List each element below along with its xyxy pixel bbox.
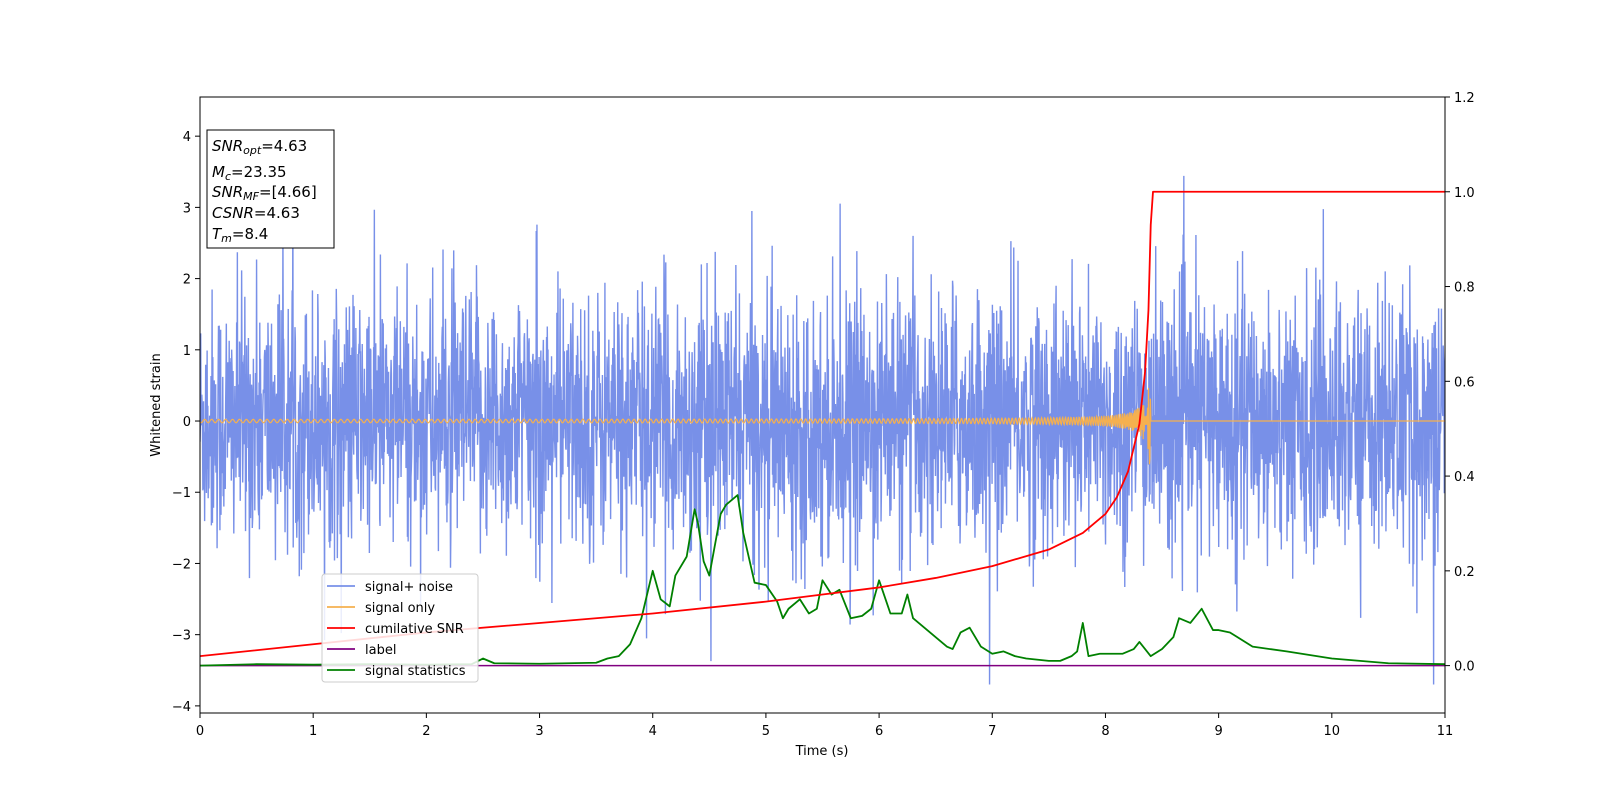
y-right-tick-label: 1.2 <box>1454 91 1475 106</box>
x-tick-label: 7 <box>988 724 996 739</box>
y-axis-label: Whitened strain <box>149 353 164 456</box>
annotation-csnr: CSNR=4.63 <box>212 204 300 222</box>
x-axis-ticks: 0 1 2 3 4 5 6 7 8 9 10 11 <box>196 713 1453 739</box>
legend-entry: cumilative SNR <box>365 622 464 637</box>
y-left-axis-ticks: −4 −3 −2 −1 0 1 2 3 4 <box>172 130 200 715</box>
legend-entry: signal only <box>365 601 435 616</box>
annotation-tm: Tm=8.4 <box>212 225 268 245</box>
plot-frame <box>199 96 1446 714</box>
y-right-tick-label: 0.8 <box>1454 281 1475 296</box>
x-tick-label: 8 <box>1101 724 1109 739</box>
signal-only-line <box>200 387 1445 465</box>
y-left-tick-label: 0 <box>183 415 191 430</box>
x-axis-label: Time (s) <box>795 744 849 759</box>
y-right-axis-ticks: 0.0 0.2 0.4 0.6 0.8 1.0 1.2 <box>1445 91 1475 675</box>
y-left-tick-label: 2 <box>183 273 191 288</box>
legend: signal+ noise signal only cumilative SNR la… <box>321 573 479 683</box>
x-tick-label: 6 <box>875 724 883 739</box>
annotation-mc: Mc=23.35 <box>212 163 287 183</box>
x-tick-label: 5 <box>762 724 770 739</box>
y-left-tick-label: −3 <box>172 629 191 644</box>
x-tick-label: 3 <box>535 724 543 739</box>
y-right-tick-label: 0.4 <box>1454 470 1475 485</box>
legend-entry: label <box>365 643 396 658</box>
y-right-tick-label: 0.6 <box>1454 375 1475 390</box>
cumulative-snr-line <box>200 190 1445 658</box>
x-tick-label: 11 <box>1437 724 1454 739</box>
x-tick-label: 1 <box>309 724 317 739</box>
y-left-tick-label: 1 <box>183 344 191 359</box>
series-signal-statistics <box>200 494 1445 667</box>
x-tick-label: 9 <box>1214 724 1222 739</box>
y-left-tick-label: −4 <box>172 700 191 715</box>
y-right-tick-label: 1.0 <box>1454 186 1475 201</box>
x-tick-label: 4 <box>649 724 657 739</box>
y-right-tick-label: 0.0 <box>1454 660 1475 675</box>
annotation-snr-mf: SNRMF=[4.66] <box>212 183 317 203</box>
x-tick-label: 10 <box>1324 724 1341 739</box>
y-left-tick-label: 4 <box>183 130 191 145</box>
series-signal-only <box>200 387 1445 465</box>
y-right-tick-label: 0.2 <box>1454 565 1475 580</box>
y-left-tick-label: −1 <box>172 486 191 501</box>
legend-entry: signal+ noise <box>365 580 453 595</box>
annotation-box: SNRopt=4.63 Mc=23.35 SNRMF=[4.66] CSNR=4… <box>206 129 335 249</box>
y-left-tick-label: 3 <box>183 201 191 216</box>
signal-noise-line <box>200 175 1445 685</box>
x-tick-label: 0 <box>196 724 204 739</box>
x-tick-label: 2 <box>422 724 430 739</box>
signal-statistics-line <box>200 494 1445 667</box>
series-signal-noise <box>200 175 1445 685</box>
series-cumulative-snr <box>200 190 1445 658</box>
annotation-snr-opt: SNRopt=4.63 <box>212 137 307 157</box>
y-left-tick-label: −2 <box>172 557 191 572</box>
legend-entry: signal statistics <box>365 664 466 679</box>
